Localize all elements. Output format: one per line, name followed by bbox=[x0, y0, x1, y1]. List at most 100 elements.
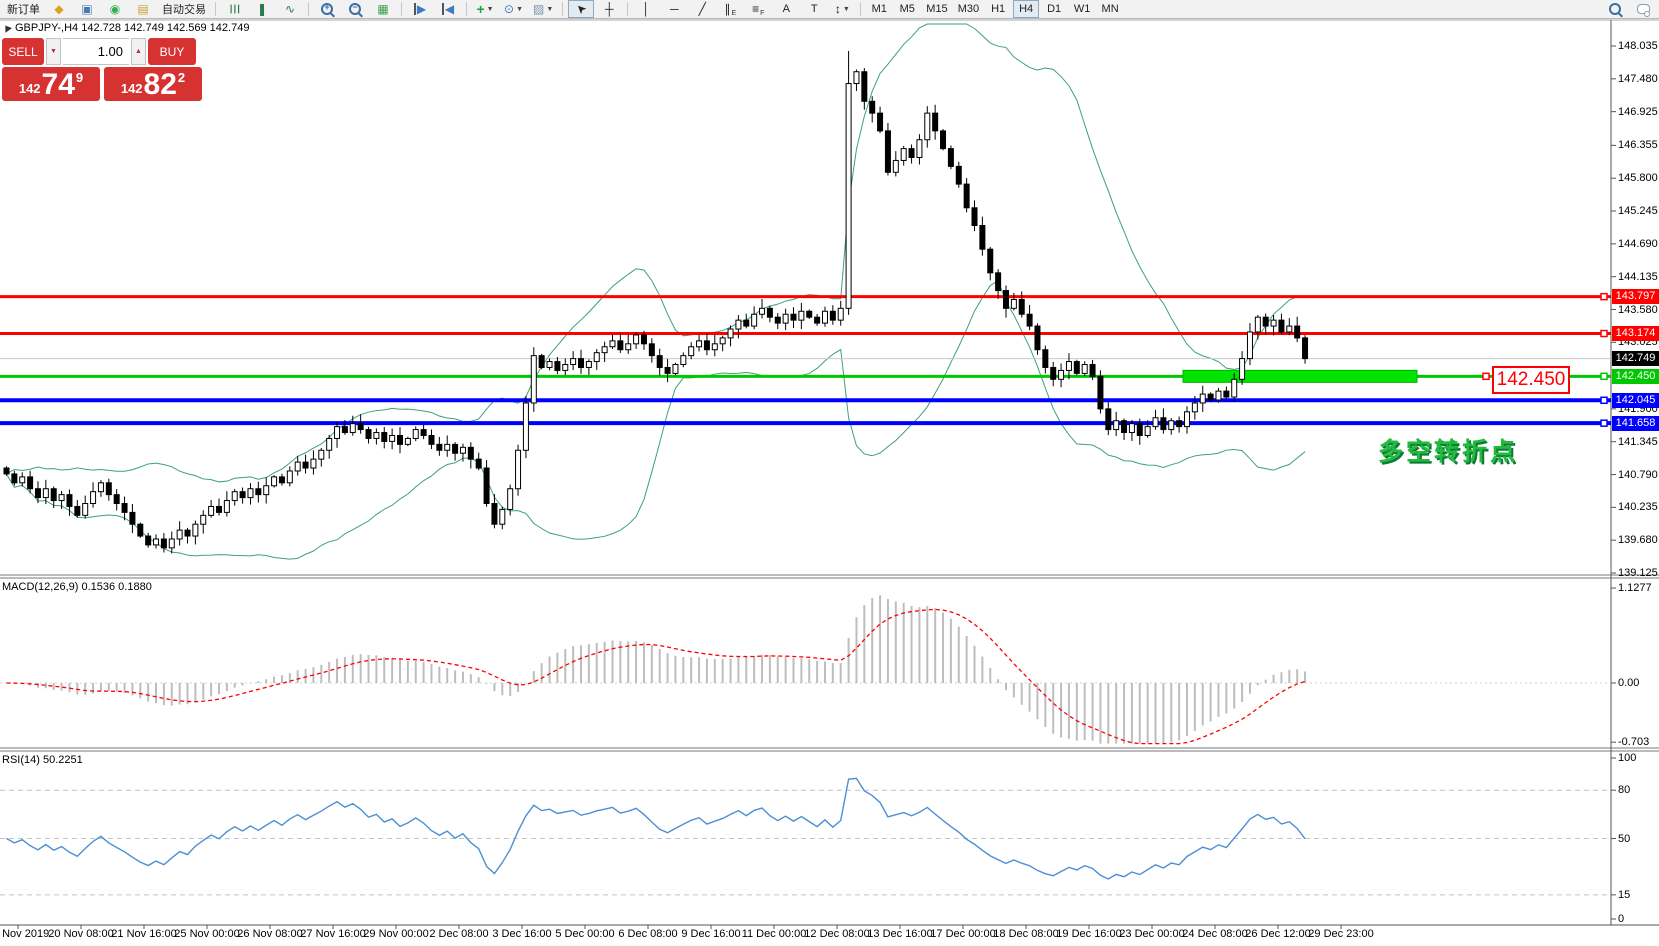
candle-body bbox=[1302, 337, 1309, 360]
candle-body bbox=[1286, 325, 1293, 333]
horizontal-line-button[interactable]: ─ bbox=[670, 2, 679, 16]
line-anchor-marker[interactable] bbox=[1600, 292, 1608, 301]
buy-button[interactable]: BUY bbox=[148, 38, 196, 65]
price-tick-label: 139.125 bbox=[1618, 567, 1658, 579]
candle-body bbox=[1262, 316, 1269, 327]
signals-icon[interactable]: ◉ bbox=[109, 2, 121, 16]
periods-button[interactable]: ⊙ ▼ bbox=[504, 2, 523, 16]
timeframe-h1-button[interactable]: H1 bbox=[991, 3, 1006, 15]
timeframe-m5-button[interactable]: M5 bbox=[899, 3, 915, 15]
candlestick-chart-icon[interactable]: ❚ bbox=[256, 2, 268, 16]
candle-body bbox=[877, 112, 884, 132]
candle-body bbox=[286, 470, 293, 484]
buy-price-sup: 2 bbox=[177, 70, 186, 85]
chart-shift-button[interactable]: ◀ bbox=[435, 0, 461, 18]
candle-body bbox=[184, 529, 191, 537]
line-anchor-marker[interactable] bbox=[1600, 419, 1608, 427]
chat-icon[interactable] bbox=[1630, 0, 1656, 18]
vertical-line-button[interactable]: │ bbox=[642, 2, 651, 16]
fibonacci-button[interactable]: ≡ F bbox=[752, 2, 765, 17]
zoom-out-button[interactable]: − bbox=[342, 0, 368, 18]
candle-body bbox=[837, 307, 844, 321]
candle-body bbox=[19, 476, 26, 484]
new-order-button[interactable]: 新订单 bbox=[7, 4, 40, 16]
candle-body bbox=[121, 503, 128, 513]
time-axis-label: 2 Dec 08:00 bbox=[429, 928, 489, 940]
channel-button[interactable]: ∥ E bbox=[724, 2, 737, 17]
price-tick-label: 146.355 bbox=[1618, 139, 1658, 152]
candle-body bbox=[1121, 420, 1128, 434]
candle-body bbox=[790, 313, 797, 321]
candle-body bbox=[853, 71, 860, 85]
candle-body bbox=[751, 313, 758, 327]
text-label-button[interactable]: T bbox=[810, 3, 818, 15]
label-anchor-marker[interactable] bbox=[1482, 372, 1490, 381]
candle-body bbox=[475, 458, 482, 469]
candle-body bbox=[1113, 420, 1120, 431]
market-watch-icon[interactable]: ◆ bbox=[54, 2, 64, 16]
candle-body bbox=[1160, 417, 1167, 431]
navigator-icon[interactable]: ▣ bbox=[81, 2, 93, 16]
candle-body bbox=[491, 503, 498, 525]
tile-windows-icon[interactable]: ▦ bbox=[377, 2, 389, 16]
timeframe-h4-button[interactable]: H4 bbox=[1013, 0, 1040, 18]
candle-body bbox=[1278, 319, 1285, 333]
time-axis-label: 6 Dec 08:00 bbox=[618, 928, 678, 940]
candle-body bbox=[1136, 423, 1143, 436]
cursor-button[interactable]: ➤ bbox=[568, 0, 595, 18]
candle-body bbox=[908, 148, 915, 158]
line-anchor-marker[interactable] bbox=[1600, 329, 1608, 338]
candle-body bbox=[357, 423, 364, 431]
toolbar-separator bbox=[627, 2, 629, 16]
chart-text-annotation[interactable]: 多空转折点 bbox=[1378, 438, 1519, 466]
toolbar-separator bbox=[466, 2, 467, 16]
templates-button[interactable]: ▨ ▼ bbox=[533, 2, 554, 16]
candle-body bbox=[341, 426, 348, 434]
search-icon[interactable] bbox=[1602, 0, 1628, 18]
candle-body bbox=[711, 343, 718, 351]
candle-body bbox=[821, 310, 828, 324]
sell-price-box[interactable]: 142 74 9 bbox=[2, 67, 100, 101]
zoom-in-button[interactable]: + bbox=[314, 0, 340, 18]
toolbar-separator bbox=[308, 2, 309, 16]
time-axis-label: 12 Dec 08:00 bbox=[804, 928, 870, 940]
lot-size-input[interactable] bbox=[63, 38, 129, 65]
sell-button[interactable]: SELL bbox=[2, 38, 44, 65]
add-indicators-button[interactable]: + ▼ bbox=[476, 1, 494, 17]
candle-body bbox=[1223, 390, 1230, 398]
price-tick-label: 146.925 bbox=[1618, 105, 1658, 118]
text-button[interactable]: A bbox=[782, 3, 790, 15]
macd-tick-label: -0.703 bbox=[1618, 736, 1650, 749]
timeframe-mn-button[interactable]: MN bbox=[1101, 3, 1119, 15]
trendline-button[interactable]: ╱ bbox=[698, 2, 706, 16]
one-click-trade-panel: SELL ▼ ▲ BUY 142 74 9 142 82 2 bbox=[2, 38, 202, 101]
buy-price-box[interactable]: 142 82 2 bbox=[104, 67, 202, 101]
lot-increase-button[interactable]: ▲ bbox=[131, 38, 146, 65]
highlight-rectangle-object[interactable] bbox=[1182, 369, 1418, 383]
candle-body bbox=[42, 488, 49, 499]
candle-body bbox=[1026, 313, 1033, 327]
arrows-button[interactable]: ↕ ▼ bbox=[834, 2, 850, 16]
timeframe-m1-button[interactable]: M1 bbox=[871, 3, 887, 15]
timeframe-d1-button[interactable]: D1 bbox=[1047, 3, 1062, 15]
autotrading-button[interactable]: 自动交易 bbox=[162, 4, 206, 16]
auto-scroll-button[interactable]: ▶ bbox=[407, 0, 433, 18]
line-anchor-marker[interactable] bbox=[1600, 372, 1608, 381]
timeframe-w1-button[interactable]: W1 bbox=[1073, 3, 1091, 15]
candle-body bbox=[160, 538, 167, 549]
price-level-label[interactable]: 142.450 bbox=[1492, 366, 1570, 394]
crosshair-button[interactable]: ┼ bbox=[605, 2, 614, 16]
timeframe-m30-button[interactable]: M30 bbox=[957, 3, 980, 15]
lot-decrease-button[interactable]: ▼ bbox=[46, 38, 61, 65]
candle-body bbox=[845, 83, 852, 309]
market-icon[interactable]: ▤ bbox=[137, 2, 149, 16]
price-tick-label: 145.800 bbox=[1618, 172, 1658, 185]
candle-body bbox=[1144, 426, 1151, 436]
timeframe-m15-button[interactable]: M15 bbox=[926, 3, 948, 15]
line-anchor-marker[interactable] bbox=[1600, 396, 1608, 405]
candle-body bbox=[129, 511, 136, 525]
line-chart-icon[interactable]: ∿ bbox=[284, 2, 296, 16]
rsi-tick-label: 15 bbox=[1618, 888, 1631, 901]
candle-body bbox=[1034, 325, 1041, 351]
candle-body bbox=[672, 364, 679, 374]
